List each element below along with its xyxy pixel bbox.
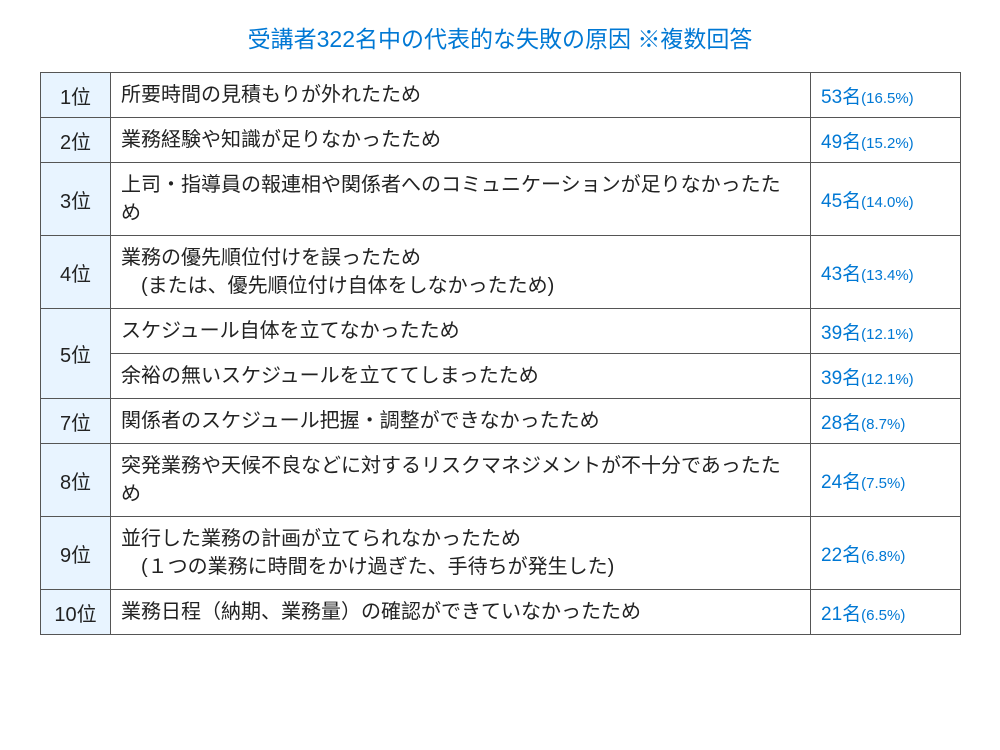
reason-cell: 業務経験や知識が足りなかったため (111, 118, 811, 163)
pct-value: (8.7%) (861, 416, 905, 433)
rank-label: 3位 (60, 191, 91, 213)
rank-label: 8位 (60, 472, 91, 494)
stat-cell: 39名(12.1%) (811, 354, 961, 399)
stat-cell: 49名(15.2%) (811, 118, 961, 163)
rank-label: 1位 (60, 87, 91, 109)
count-value: 28名 (821, 413, 861, 434)
table-row: 2位業務経験や知識が足りなかったため49名(15.2%) (41, 118, 961, 163)
rank-cell: 4位 (41, 236, 111, 309)
rank-cell: 1位 (41, 73, 111, 118)
table-row: 5位スケジュール自体を立てなかったため39名(12.1%) (41, 309, 961, 354)
stat-cell: 43名(13.4%) (811, 236, 961, 309)
stat-cell: 22名(6.8%) (811, 517, 961, 590)
reason-cell: 業務の優先順位付けを誤ったため (または、優先順位付け自体をしなかったため) (111, 236, 811, 309)
pct-value: (6.8%) (861, 548, 905, 565)
rank-cell: 2位 (41, 118, 111, 163)
page-title: 受講者322名中の代表的な失敗の原因 ※複数回答 (40, 20, 960, 54)
pct-value: (14.0%) (861, 194, 914, 211)
table-row: 7位関係者のスケジュール把握・調整ができなかったため28名(8.7%) (41, 399, 961, 444)
count-value: 21名 (821, 604, 861, 625)
reason-cell: スケジュール自体を立てなかったため (111, 309, 811, 354)
reason-cell: 突発業務や天候不良などに対するリスクマネジメントが不十分であったため (111, 444, 811, 517)
rank-label: 5位 (60, 345, 91, 367)
rank-cell: 10位 (41, 590, 111, 635)
ranking-table: 1位所要時間の見積もりが外れたため53名(16.5%)2位業務経験や知識が足りな… (40, 72, 961, 635)
rank-label: 7位 (60, 413, 91, 435)
reason-cell: 並行した業務の計画が立てられなかったため (１つの業務に時間をかけ過ぎた、手待ち… (111, 517, 811, 590)
table-row: 9位並行した業務の計画が立てられなかったため (１つの業務に時間をかけ過ぎた、手… (41, 517, 961, 590)
pct-value: (13.4%) (861, 267, 914, 284)
stat-cell: 28名(8.7%) (811, 399, 961, 444)
stat-cell: 21名(6.5%) (811, 590, 961, 635)
count-value: 39名 (821, 323, 861, 344)
reason-cell: 関係者のスケジュール把握・調整ができなかったため (111, 399, 811, 444)
rank-label: 2位 (60, 132, 91, 154)
reason-cell: 上司・指導員の報連相や関係者へのコミュニケーションが足りなかったため (111, 163, 811, 236)
count-value: 24名 (821, 472, 861, 493)
rank-label: 10位 (54, 604, 96, 626)
table-row: 余裕の無いスケジュールを立ててしまったため39名(12.1%) (41, 354, 961, 399)
pct-value: (6.5%) (861, 607, 905, 624)
count-value: 39名 (821, 368, 861, 389)
pct-value: (12.1%) (861, 371, 914, 388)
rank-label: 9位 (60, 545, 91, 567)
stat-cell: 24名(7.5%) (811, 444, 961, 517)
table-row: 8位突発業務や天候不良などに対するリスクマネジメントが不十分であったため24名(… (41, 444, 961, 517)
rank-cell: 9位 (41, 517, 111, 590)
rank-cell: 8位 (41, 444, 111, 517)
pct-value: (7.5%) (861, 475, 905, 492)
pct-value: (16.5%) (861, 90, 914, 107)
table-row: 10位業務日程（納期、業務量）の確認ができていなかったため21名(6.5%) (41, 590, 961, 635)
count-value: 43名 (821, 264, 861, 285)
pct-value: (15.2%) (861, 135, 914, 152)
rank-cell: 3位 (41, 163, 111, 236)
stat-cell: 39名(12.1%) (811, 309, 961, 354)
stat-cell: 53名(16.5%) (811, 73, 961, 118)
rank-label: 4位 (60, 264, 91, 286)
count-value: 53名 (821, 87, 861, 108)
count-value: 45名 (821, 191, 861, 212)
reason-cell: 所要時間の見積もりが外れたため (111, 73, 811, 118)
table-row: 3位上司・指導員の報連相や関係者へのコミュニケーションが足りなかったため45名(… (41, 163, 961, 236)
stat-cell: 45名(14.0%) (811, 163, 961, 236)
table-row: 1位所要時間の見積もりが外れたため53名(16.5%) (41, 73, 961, 118)
count-value: 22名 (821, 545, 861, 566)
pct-value: (12.1%) (861, 326, 914, 343)
rank-cell: 7位 (41, 399, 111, 444)
table-row: 4位業務の優先順位付けを誤ったため (または、優先順位付け自体をしなかったため)… (41, 236, 961, 309)
reason-cell: 余裕の無いスケジュールを立ててしまったため (111, 354, 811, 399)
count-value: 49名 (821, 132, 861, 153)
reason-cell: 業務日程（納期、業務量）の確認ができていなかったため (111, 590, 811, 635)
rank-cell: 5位 (41, 309, 111, 399)
